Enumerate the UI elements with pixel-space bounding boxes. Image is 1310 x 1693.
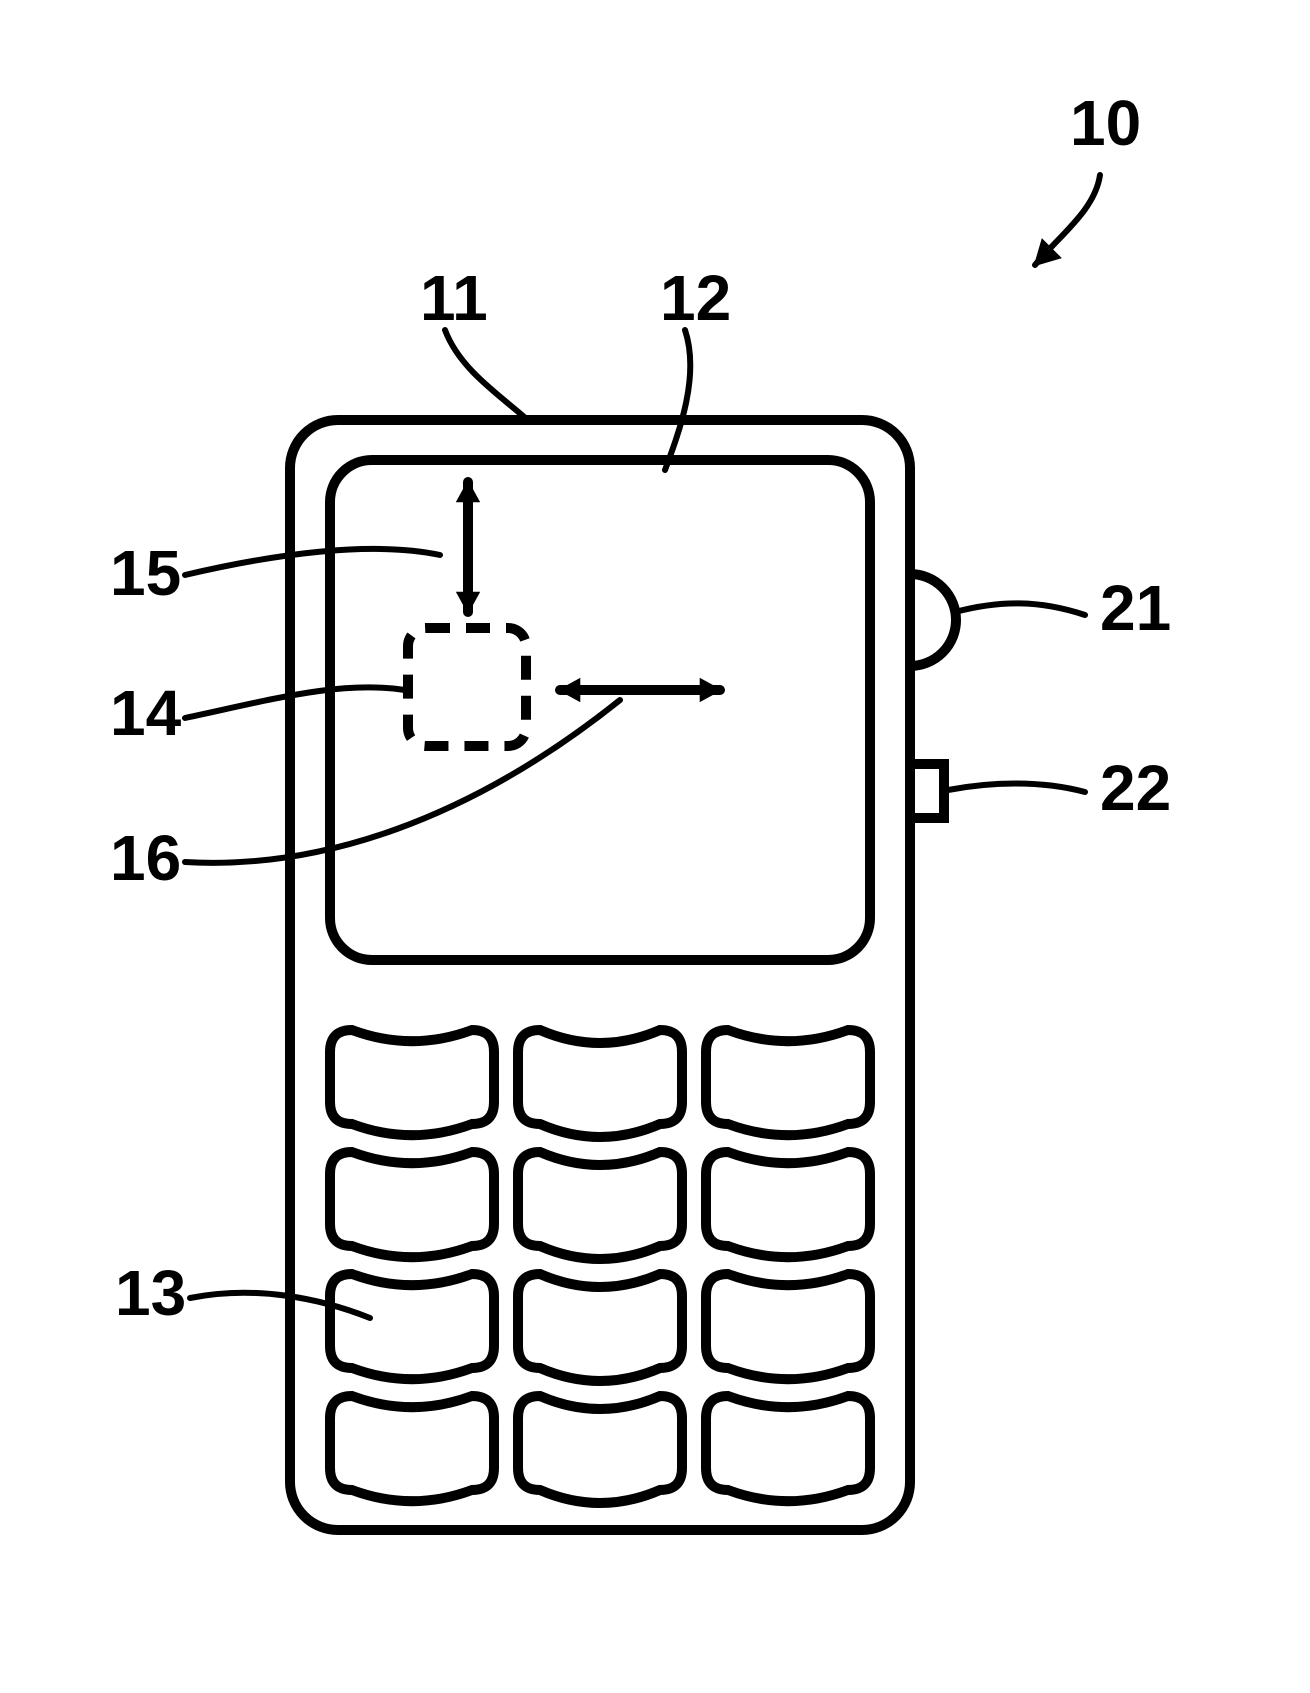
keypad-key (330, 1152, 494, 1257)
label-14: 14 (110, 677, 182, 749)
leader-22 (948, 784, 1085, 793)
keypad-key (518, 1396, 682, 1503)
label-12: 12 (660, 262, 731, 334)
leader-21 (955, 603, 1085, 615)
leader-11 (445, 330, 530, 422)
keypad-key (518, 1152, 682, 1259)
keypad-key (518, 1274, 682, 1381)
label-15: 15 (110, 537, 181, 609)
keypad-key (706, 1152, 870, 1257)
keypad-key (330, 1274, 494, 1379)
keypad-key (330, 1030, 494, 1135)
label-21: 21 (1100, 572, 1171, 644)
device-screen (330, 460, 870, 960)
label-13: 13 (115, 1257, 186, 1329)
keypad-key (706, 1274, 870, 1379)
label-10: 10 (1070, 87, 1141, 159)
keypad-key (706, 1030, 870, 1135)
keypad-key (518, 1030, 682, 1137)
keypad-key (330, 1396, 494, 1501)
keypad-key (706, 1396, 870, 1501)
label-22: 22 (1100, 752, 1171, 824)
label-16: 16 (110, 822, 181, 894)
label-11: 11 (420, 262, 488, 334)
